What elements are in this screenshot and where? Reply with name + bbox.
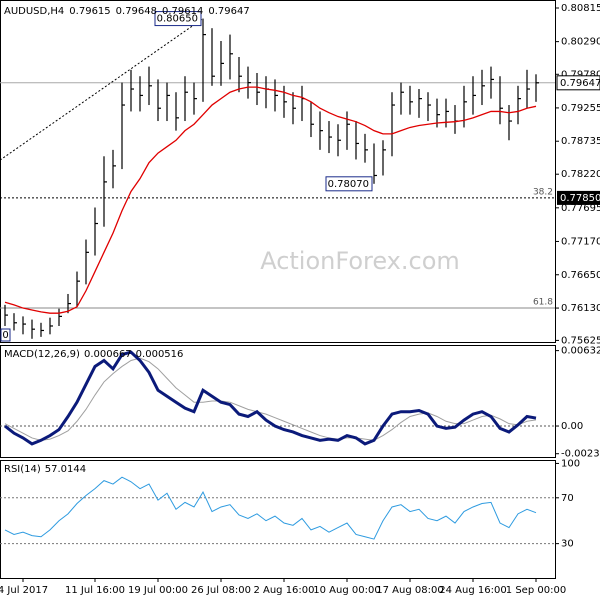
trend-line	[0, 18, 204, 161]
y-tick-label: -0.002324	[561, 449, 600, 460]
fib-label: 61.8	[533, 298, 553, 308]
y-tick-label: 0.78220	[561, 169, 600, 180]
y-tick-label: 0.77695	[561, 203, 600, 214]
y-tick-label: 100	[561, 458, 580, 469]
indicator-title: MACD(12,26,9) 0.000667 0.000516	[4, 349, 183, 360]
panel	[0, 460, 556, 579]
y-tick-label: 0.78735	[561, 136, 600, 147]
macd-line	[4, 350, 537, 446]
symbol: AUDUSD,H4	[4, 6, 64, 17]
y-tick-label: 0.006329	[561, 346, 600, 357]
x-tick-label: 19 Jul 00:00	[128, 585, 188, 596]
ohlc-value: 0.79647	[208, 6, 249, 17]
y-tick-label: 0.76650	[561, 270, 600, 281]
y-tick-label: 0.76130	[561, 303, 600, 314]
indicator-title: RSI(14) 57.0144	[4, 464, 86, 475]
level-marker-box	[557, 190, 600, 205]
x-tick-label: 11 Jul 16:00	[65, 585, 125, 596]
ohlc-value: 0.79614	[162, 6, 203, 17]
origin-box	[0, 328, 11, 342]
y-tick-label: 0.80290	[561, 37, 600, 48]
x-tick-label: 4 Jul 2017	[0, 585, 48, 596]
y-tick-label: 0.00	[561, 421, 583, 432]
rsi-line	[4, 476, 537, 540]
origin-label: 0	[2, 330, 8, 341]
y-tick-label: 30	[561, 539, 574, 550]
x-tick-label: 2 Aug 16:00	[253, 585, 314, 596]
y-tick-label: 70	[561, 493, 574, 504]
annotation-label: 0.80650	[157, 14, 198, 25]
price-marker: 0.79647	[560, 78, 600, 89]
annotation-label: 0.78070	[328, 179, 369, 190]
y-tick-label: 0.79255	[561, 103, 600, 114]
indicator-reading: 0.000516	[136, 349, 184, 360]
x-tick-label: 1 Sep 00:00	[506, 585, 566, 596]
chart-title: AUDUSD,H4 0.79615 0.79648 0.79614 0.79647	[4, 6, 250, 17]
y-tick-label: 0.75625	[561, 335, 600, 346]
indicator-reading: 57.0144	[45, 464, 86, 475]
x-tick-label: 10 Aug 00:00	[313, 585, 380, 596]
x-tick-label: 26 Jul 08:00	[191, 585, 251, 596]
indicator-name: RSI(14)	[4, 464, 41, 475]
watermark: ActionForex.com	[260, 247, 460, 275]
moving-average	[4, 86, 537, 314]
price-marker-box	[556, 75, 600, 91]
ohlc-value: 0.79615	[69, 6, 110, 17]
indicator-name: MACD(12,26,9)	[4, 349, 80, 360]
ohlc-value: 0.79648	[116, 6, 157, 17]
level-marker: 0.77850	[560, 193, 600, 204]
y-tick-label: 0.80815	[561, 3, 600, 14]
x-tick-label: 17 Aug 08:00	[376, 585, 443, 596]
y-tick-label: 0.77170	[561, 236, 600, 247]
fib-label: 38.2	[533, 187, 553, 197]
x-tick-label: 24 Aug 16:00	[439, 585, 506, 596]
panel	[0, 0, 556, 343]
indicator-reading: 0.000667	[84, 349, 132, 360]
annotation-box	[325, 176, 373, 192]
panel	[0, 345, 556, 458]
annotation-box	[154, 11, 202, 27]
y-tick-label: 0.79780	[561, 69, 600, 80]
signal-line	[4, 357, 537, 441]
